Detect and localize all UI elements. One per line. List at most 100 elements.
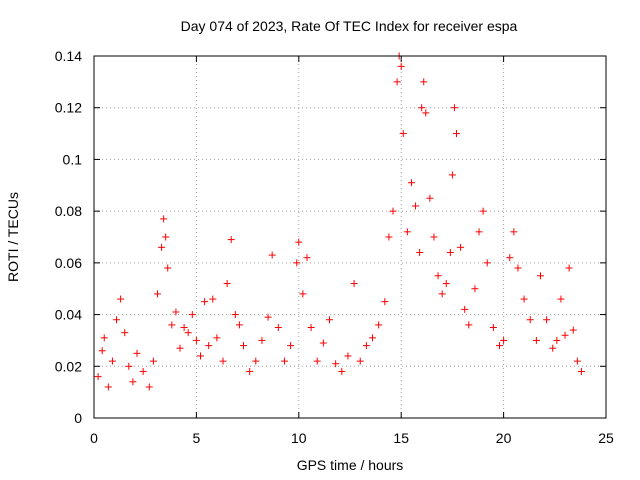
y-tick-label: 0.1 bbox=[63, 151, 83, 167]
x-tick-label: 20 bbox=[496, 430, 512, 446]
data-point bbox=[192, 336, 200, 344]
data-point bbox=[149, 357, 157, 365]
data-point bbox=[375, 321, 383, 329]
data-point bbox=[176, 344, 184, 352]
data-point bbox=[526, 316, 534, 324]
y-tick-label: 0 bbox=[74, 410, 82, 426]
data-point bbox=[274, 324, 282, 331]
data-point bbox=[184, 329, 192, 337]
data-point bbox=[461, 305, 469, 313]
y-tick-label: 0.14 bbox=[55, 48, 82, 64]
data-point bbox=[299, 290, 307, 298]
data-point bbox=[303, 254, 311, 262]
data-point bbox=[307, 324, 315, 331]
data-point bbox=[240, 342, 248, 350]
data-point bbox=[532, 336, 540, 344]
data-point bbox=[416, 249, 424, 257]
data-point bbox=[213, 334, 221, 342]
data-point bbox=[500, 336, 508, 344]
data-point bbox=[201, 298, 209, 306]
data-point bbox=[129, 378, 137, 386]
data-point bbox=[399, 130, 407, 138]
data-point bbox=[438, 290, 446, 298]
data-point bbox=[313, 357, 321, 365]
data-point bbox=[397, 62, 405, 70]
data-point bbox=[389, 207, 397, 215]
data-point bbox=[362, 342, 370, 350]
data-point bbox=[162, 233, 170, 241]
data-point bbox=[100, 334, 108, 342]
data-point bbox=[407, 179, 415, 187]
data-point bbox=[113, 316, 121, 324]
data-point bbox=[264, 313, 272, 321]
data-point bbox=[420, 78, 428, 86]
data-point bbox=[168, 321, 176, 329]
data-point bbox=[520, 295, 528, 303]
ticks-layer: 0 5 10 15 20 25 0 0.02 0.04 0.06 0.08 0.1 0.12 0.14 bbox=[55, 48, 614, 446]
data-point bbox=[160, 215, 168, 223]
data-point bbox=[403, 228, 411, 236]
data-point bbox=[319, 339, 327, 347]
data-point bbox=[223, 280, 231, 288]
data-point bbox=[569, 326, 577, 334]
x-tick-label: 0 bbox=[90, 430, 98, 446]
data-point bbox=[108, 357, 116, 365]
data-point bbox=[510, 228, 518, 236]
data-point bbox=[164, 264, 172, 272]
data-point bbox=[231, 311, 239, 319]
data-point bbox=[219, 357, 227, 365]
data-point bbox=[227, 236, 235, 244]
y-tick-label: 0.02 bbox=[55, 358, 82, 374]
data-point bbox=[457, 243, 465, 251]
data-point bbox=[258, 336, 266, 344]
data-point bbox=[196, 352, 204, 360]
data-point bbox=[209, 295, 217, 303]
data-point bbox=[180, 324, 188, 331]
data-point bbox=[153, 290, 161, 298]
data-point bbox=[332, 360, 340, 368]
data-point bbox=[381, 298, 389, 306]
data-point bbox=[356, 357, 364, 365]
data-point bbox=[104, 383, 112, 391]
data-point bbox=[489, 324, 497, 331]
y-tick-label: 0.08 bbox=[55, 203, 82, 219]
data-point bbox=[98, 347, 106, 355]
data-point bbox=[145, 383, 153, 391]
data-point bbox=[543, 316, 551, 324]
plot-frame bbox=[93, 55, 607, 419]
data-point bbox=[426, 194, 434, 202]
data-point bbox=[483, 259, 491, 267]
data-point bbox=[338, 367, 346, 375]
data-point bbox=[268, 251, 276, 259]
x-tick-label: 15 bbox=[393, 430, 409, 446]
data-point bbox=[369, 334, 377, 342]
data-point bbox=[117, 295, 125, 303]
data-point bbox=[125, 362, 133, 370]
data-point bbox=[475, 228, 483, 236]
data-point bbox=[573, 357, 581, 365]
data-point bbox=[158, 243, 166, 251]
data-point bbox=[121, 329, 129, 337]
x-tick-label: 5 bbox=[193, 430, 201, 446]
data-point bbox=[293, 259, 301, 267]
x-axis-title: GPS time / hours bbox=[297, 457, 404, 473]
data-point bbox=[350, 280, 358, 288]
y-tick-label: 0.12 bbox=[55, 100, 82, 116]
data-point bbox=[514, 264, 522, 272]
data-point bbox=[549, 344, 557, 352]
data-point bbox=[561, 331, 569, 339]
data-point bbox=[557, 295, 565, 303]
data-point bbox=[471, 285, 479, 293]
data-point bbox=[172, 308, 180, 316]
data-point bbox=[553, 336, 561, 344]
y-axis-title: ROTI / TECUs bbox=[5, 192, 21, 282]
data-point bbox=[450, 104, 458, 112]
data-point bbox=[412, 202, 420, 210]
data-point bbox=[280, 357, 288, 365]
data-point bbox=[252, 357, 260, 365]
data-point bbox=[422, 109, 430, 117]
data-point bbox=[442, 280, 450, 288]
data-point bbox=[565, 264, 573, 272]
data-point bbox=[418, 104, 426, 112]
data-point bbox=[246, 367, 254, 375]
